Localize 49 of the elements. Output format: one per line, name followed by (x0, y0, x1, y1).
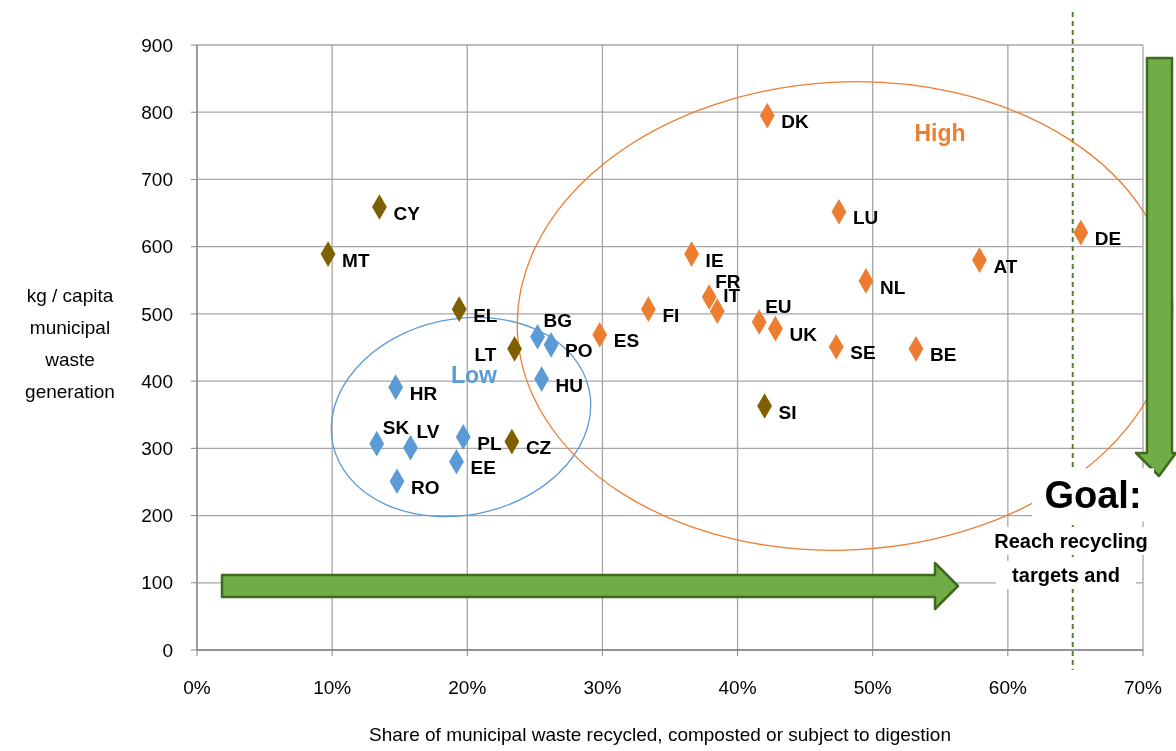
annotation: BG (543, 310, 573, 332)
annotation: UK (789, 324, 818, 346)
annotation: CZ (525, 437, 552, 459)
annotation: BE (929, 344, 957, 366)
annotation: FI (662, 304, 680, 326)
y-tick-label: 400 (141, 370, 173, 392)
annotation: IE (705, 249, 724, 271)
annotation: High (914, 120, 966, 147)
annotation: AT (993, 255, 1018, 277)
x-tick-label: 50% (853, 677, 892, 698)
y-tick-label: 700 (141, 169, 173, 191)
x-tick-label: 20% (448, 677, 487, 698)
annotation: HU (555, 374, 584, 396)
annotation: EU (765, 295, 792, 317)
y-axis-title: kg / capita municipal waste generation (25, 285, 115, 402)
annotation: CY (393, 202, 421, 224)
annotation: RO (411, 476, 440, 498)
annotation: PL (477, 432, 502, 454)
x-tick-label: 60% (988, 677, 1027, 698)
annotation: LU (852, 207, 879, 229)
y-tick-label: 600 (141, 236, 173, 258)
y-tick-label: 300 (141, 437, 173, 459)
x-tick-label: 0% (183, 677, 211, 698)
x-axis-title: Share of municipal waste recycled, composted or subject to digestion (369, 724, 951, 745)
annotation: SE (850, 342, 876, 364)
annotation: Reach recycling (994, 530, 1148, 552)
annotation: LV (416, 421, 440, 443)
annotation: EE (470, 457, 496, 479)
annotation: ES (613, 330, 640, 352)
y-tick-label: 800 (141, 101, 173, 123)
annotation: targets and (1012, 564, 1120, 586)
x-tick-label: 30% (583, 677, 622, 698)
y-tick-label: 100 (141, 572, 173, 594)
y-tick-label: 200 (141, 505, 173, 527)
y-tick-label: 900 (141, 34, 173, 56)
annotation: DK (781, 111, 810, 133)
annotation: DE (1094, 228, 1122, 250)
annotation: NL (879, 276, 906, 298)
x-tick-label: 10% (313, 677, 352, 698)
y-tick-label: 500 (141, 303, 173, 325)
annotation: SI (778, 401, 797, 423)
annotation: SK (382, 417, 410, 439)
annotation: PO (565, 340, 593, 362)
annotation: HR (409, 382, 438, 404)
y-tick-label: 0 (162, 639, 173, 661)
x-tick-label: 70% (1123, 677, 1163, 698)
x-tick-label: 40% (718, 677, 757, 698)
annotation: MT (342, 249, 370, 271)
annotation: Goal: (1044, 474, 1142, 517)
